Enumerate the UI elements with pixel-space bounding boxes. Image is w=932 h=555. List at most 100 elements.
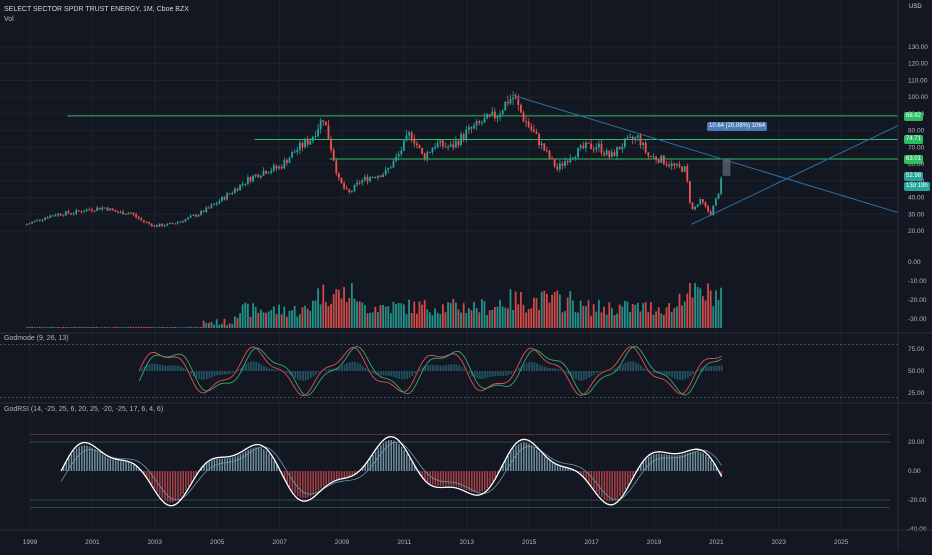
candle-body bbox=[322, 120, 324, 121]
volume-bar bbox=[39, 327, 41, 328]
godmode-hist bbox=[580, 371, 582, 381]
godmode-hist bbox=[666, 371, 668, 375]
godmode-hist bbox=[435, 365, 437, 371]
candle-body bbox=[686, 166, 688, 181]
volume-bar bbox=[156, 327, 158, 328]
godrsi-hist bbox=[229, 458, 230, 471]
volume-bar bbox=[608, 302, 610, 328]
candle-body bbox=[400, 151, 402, 154]
candle-body bbox=[634, 137, 636, 139]
godrsi-hist bbox=[700, 452, 701, 471]
godmode-hist bbox=[669, 371, 671, 376]
godrsi-hist bbox=[518, 444, 519, 471]
godmode-title[interactable]: Godmode (9, 26, 13) bbox=[4, 335, 69, 342]
godmode-hist bbox=[596, 371, 598, 373]
godmode-axis-label: 75.00 bbox=[908, 346, 925, 353]
candle-body bbox=[697, 204, 699, 206]
godrsi-hist bbox=[351, 471, 352, 475]
price-label: 120.00 bbox=[908, 61, 928, 68]
godrsi-title[interactable]: GodRSI (14, -25, 25, 6, 20, 25, -20, -25… bbox=[4, 406, 163, 413]
godrsi-hist bbox=[255, 447, 256, 471]
volume-bar bbox=[549, 303, 551, 328]
candle-body bbox=[354, 185, 356, 191]
volume-bar bbox=[200, 327, 202, 328]
volume-bar bbox=[567, 298, 569, 328]
candle-body bbox=[309, 141, 311, 145]
volume-bar bbox=[312, 301, 314, 328]
godrsi-hist bbox=[242, 453, 243, 471]
godmode-hist bbox=[671, 371, 673, 377]
candle-body bbox=[120, 212, 122, 213]
volume-bar bbox=[541, 292, 543, 328]
volume-legend[interactable]: Vol bbox=[4, 16, 14, 23]
candle-body bbox=[385, 170, 387, 174]
godrsi-hist bbox=[461, 471, 462, 488]
godrsi-hist bbox=[487, 471, 488, 488]
volume-bar bbox=[538, 310, 540, 328]
candle-body bbox=[551, 158, 553, 159]
candle-body bbox=[395, 157, 397, 161]
candle-body bbox=[338, 173, 340, 178]
volume-bar bbox=[491, 310, 493, 328]
volume-bar bbox=[317, 288, 319, 328]
volume-bar bbox=[523, 305, 525, 328]
godmode-hist bbox=[156, 364, 158, 371]
candle-body bbox=[673, 164, 675, 166]
candle-body bbox=[172, 223, 174, 224]
candle-body bbox=[198, 215, 200, 217]
volume-bar bbox=[122, 327, 124, 328]
godmode-hist bbox=[260, 364, 262, 371]
godmode-hist bbox=[190, 371, 192, 374]
volume-axis-label: 0.00 bbox=[908, 259, 921, 266]
candle-body bbox=[270, 171, 272, 173]
godrsi-hist bbox=[117, 461, 118, 471]
candle-body bbox=[283, 160, 285, 168]
volume-bar bbox=[424, 300, 426, 328]
candle-body bbox=[239, 185, 241, 191]
candle-body bbox=[221, 197, 223, 201]
godmode-hist bbox=[159, 365, 161, 371]
candle-body bbox=[463, 134, 465, 139]
godmode-hist bbox=[398, 371, 400, 379]
candle-body bbox=[606, 151, 608, 155]
volume-bar bbox=[705, 300, 707, 328]
candle-body bbox=[177, 222, 179, 223]
godmode-hist bbox=[299, 371, 301, 380]
volume-bar bbox=[302, 307, 304, 328]
candle-body bbox=[569, 158, 571, 162]
candle-body bbox=[62, 215, 64, 216]
candle-body bbox=[107, 208, 109, 211]
candle-body bbox=[666, 164, 668, 165]
volume-bar bbox=[47, 327, 49, 328]
volume-bar bbox=[452, 299, 454, 328]
godmode-hist bbox=[637, 364, 639, 371]
candle-body bbox=[460, 134, 462, 145]
volume-bar bbox=[34, 327, 36, 328]
godrsi-hist bbox=[481, 471, 482, 492]
symbol-title[interactable]: SELECT SECTOR SPDR TRUST ENERGY, 1M, Cbo… bbox=[4, 6, 189, 13]
godrsi-hist bbox=[656, 454, 657, 471]
godmode-hist bbox=[546, 367, 548, 371]
volume-bar bbox=[374, 307, 376, 328]
godmode-hist bbox=[487, 371, 489, 378]
volume-bar bbox=[260, 310, 262, 328]
godrsi-hist bbox=[557, 466, 558, 471]
godrsi-hist bbox=[333, 471, 334, 480]
volume-bar bbox=[720, 288, 722, 328]
godmode-hist bbox=[255, 362, 257, 371]
godrsi-axis-label: -20.00 bbox=[908, 497, 927, 504]
godmode-hist bbox=[432, 365, 434, 371]
volume-bar bbox=[450, 303, 452, 328]
candle-body bbox=[455, 141, 457, 147]
candle-body bbox=[343, 183, 345, 188]
candle-body bbox=[497, 117, 499, 118]
candle-body bbox=[364, 177, 366, 180]
candle-body bbox=[88, 209, 90, 210]
godrsi-hist bbox=[471, 471, 472, 492]
godmode-hist bbox=[445, 365, 447, 371]
godmode-hist bbox=[705, 366, 707, 371]
volume-bar bbox=[325, 302, 327, 328]
